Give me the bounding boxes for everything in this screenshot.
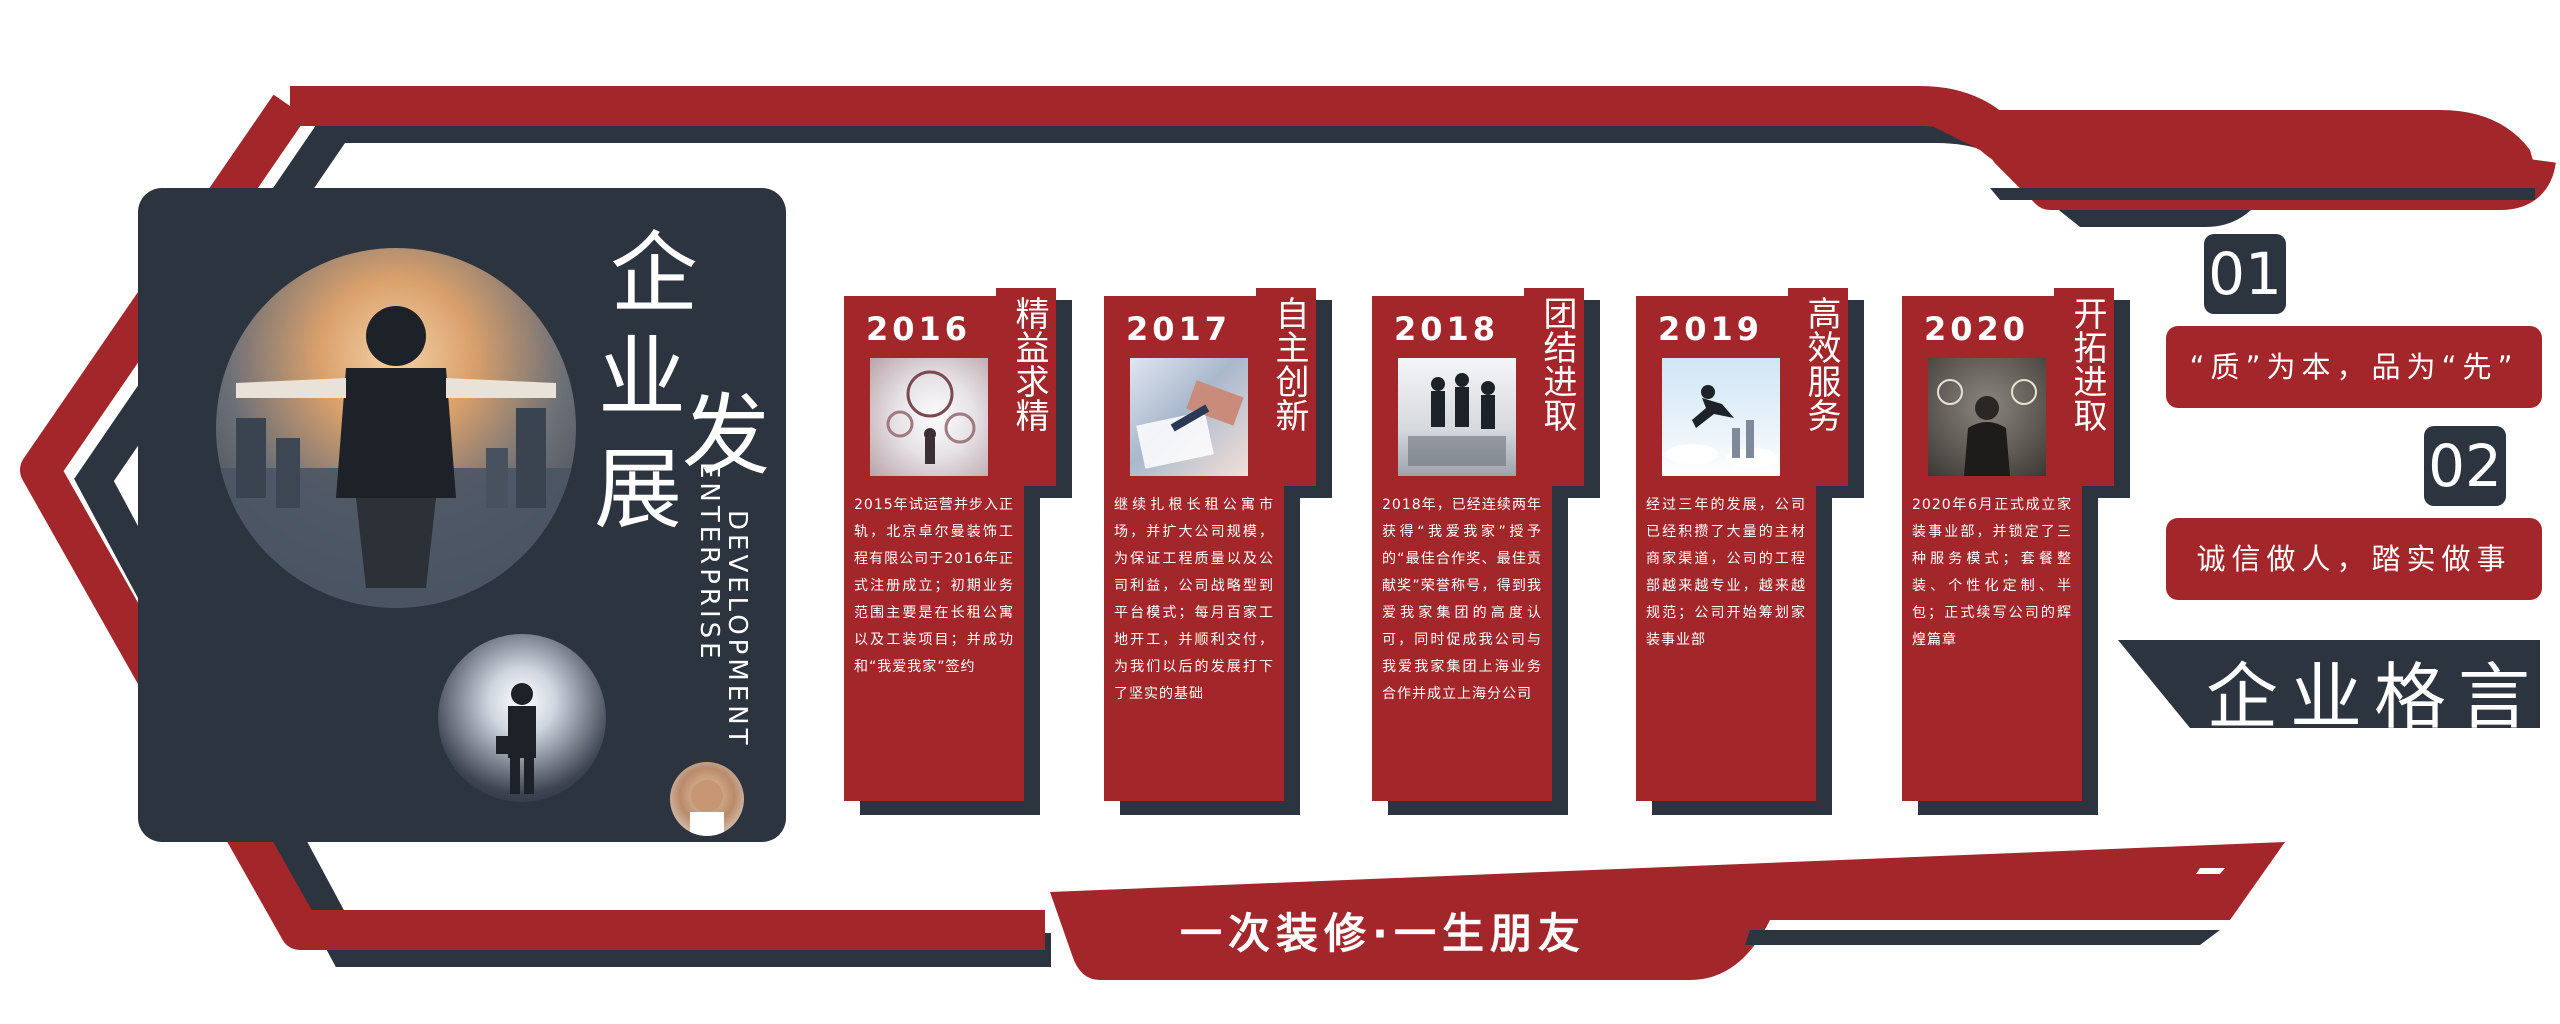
motto-title: 企业格言 (2206, 655, 2543, 739)
motto-number-01: 01 (2204, 234, 2286, 314)
motto-box-01: “质”为本，品为“先” (2166, 326, 2542, 408)
card-image (1662, 358, 1780, 476)
card-motto: 精益求精 (1009, 296, 1049, 432)
slogan: 一次装修·一生朋友 (1180, 909, 1586, 958)
english-enterprise: ENTERPRISE (694, 462, 724, 663)
leaping-businessman-icon (1666, 385, 1778, 468)
card-text: 经过三年的发展，公司已经积攒了大量的主材商家渠道，公司的工程部越来越专业，越来越… (1646, 497, 1806, 648)
title-char-4: 展 (594, 438, 683, 541)
walking-man-icon (496, 683, 536, 794)
bottom-ribbon-slit (2196, 868, 2225, 874)
year-card-2020: 2020 开拓进取 2020年6月正式成立家装事业部，并锁定了三种服务模式；套餐… (1902, 288, 2130, 815)
year-card-2017: 2017 自主创新 继续扎根长租公寓市场，并扩大公司规模，为保证工程质量以及公司… (1104, 288, 1332, 815)
card-year: 2018 (1394, 310, 1500, 348)
card-text: 继续扎根长租公寓市场，并扩大公司规模，为保证工程质量以及公司利益，公司战略型到平… (1114, 497, 1274, 702)
intro-panel: 企 业 发 展 ENTERPRISE DEVELOPMENT (138, 188, 786, 842)
english-development: DEVELOPMENT (722, 510, 752, 749)
year-card-2018: 2018 团结进取 2018年，已经连续两年获得“我爱我家”授予的“最佳合作奖、… (1372, 288, 1600, 815)
frame-top-band (1900, 110, 2540, 185)
card-motto: 高效服务 (1801, 296, 1841, 432)
card-year: 2019 (1658, 310, 1764, 348)
businessman-silhouette-icon (216, 306, 576, 608)
title-char-2: 业 (598, 326, 687, 429)
motto-number-02: 02 (2424, 426, 2506, 506)
cog-photo-medium (438, 634, 606, 802)
card-motto: 自主创新 (1269, 296, 1309, 432)
card-year: 2020 (1924, 310, 2030, 348)
motto-box-02: 诚信做人，踏实做事 (2166, 518, 2542, 600)
frame-top-band-shadow (1990, 188, 2535, 200)
team-puzzle-icon (1408, 373, 1506, 466)
card-image (870, 358, 988, 476)
title-char-3: 发 (682, 384, 771, 487)
card-image (1130, 358, 1248, 476)
card-motto: 开拓进取 (2067, 296, 2107, 432)
cog-photo-small (670, 762, 744, 836)
bottom-ribbon-shadow (1745, 930, 2220, 945)
card-motto: 团结进取 (1537, 296, 1577, 432)
card-image (1928, 358, 2046, 476)
card-year: 2017 (1126, 310, 1232, 348)
card-text: 2020年6月正式成立家装事业部，并锁定了三种服务模式；套餐整装、个性化定制、半… (1912, 497, 2072, 648)
thinking-face-icon (690, 780, 724, 836)
bottom-ribbon (1050, 842, 2285, 980)
card-year: 2016 (866, 310, 972, 348)
card-text: 2018年，已经连续两年获得“我爱我家”授予的“最佳合作奖、最佳贡献奖”荣誉称号… (1382, 497, 1542, 702)
gears-idea-icon (886, 370, 976, 464)
handshake-document-icon (1136, 380, 1244, 469)
card-image (1398, 358, 1516, 476)
card-text: 2015年试运营并步入正轨，北京卓尔曼装饰工程有限公司于2016年正式注册成立；… (854, 497, 1014, 675)
cog-photo-large (216, 248, 576, 608)
year-card-2019: 2019 高效服务 经过三年的发展，公司已经积攒了大量的主材商家渠道，公司的工程… (1636, 288, 1864, 815)
motto-title-banner (2118, 640, 2540, 728)
year-card-2016: 2016 精益求精 2015年试运营并步入正轨，北京卓尔曼装饰工程有限公司于20… (844, 288, 1072, 815)
title-char-1: 企 (610, 222, 699, 325)
lightbulb-choice-icon (1937, 379, 2037, 476)
